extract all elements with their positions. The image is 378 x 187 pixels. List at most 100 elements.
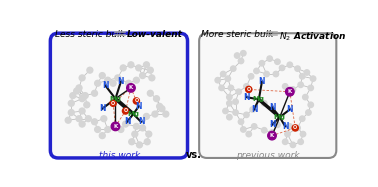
Circle shape (251, 124, 257, 129)
Circle shape (264, 71, 269, 77)
Circle shape (269, 130, 275, 135)
Circle shape (287, 124, 293, 129)
Circle shape (147, 90, 153, 96)
Circle shape (238, 58, 244, 64)
Circle shape (122, 108, 129, 114)
Circle shape (76, 116, 82, 122)
Circle shape (256, 97, 262, 102)
Circle shape (299, 74, 305, 79)
Circle shape (132, 131, 138, 137)
Circle shape (70, 93, 76, 99)
Circle shape (310, 76, 316, 81)
Circle shape (241, 50, 246, 56)
Circle shape (287, 62, 293, 68)
Circle shape (120, 65, 126, 71)
Circle shape (79, 121, 85, 127)
Text: vs.: vs. (186, 149, 201, 160)
Text: Less steric bulk: Less steric bulk (55, 30, 125, 39)
Text: N: N (102, 81, 108, 90)
Text: N: N (243, 93, 250, 102)
Text: N: N (124, 117, 130, 126)
Circle shape (136, 65, 142, 71)
Circle shape (238, 119, 244, 125)
Circle shape (105, 77, 111, 83)
Text: O: O (124, 108, 128, 114)
Circle shape (227, 94, 232, 100)
Text: Mg: Mg (274, 114, 286, 120)
Circle shape (139, 125, 146, 131)
Circle shape (300, 131, 306, 137)
FancyBboxPatch shape (50, 33, 187, 158)
Circle shape (268, 131, 276, 140)
Circle shape (85, 116, 91, 122)
Circle shape (304, 70, 310, 75)
Text: previous work: previous work (236, 151, 300, 160)
Text: N: N (259, 77, 265, 86)
Circle shape (285, 88, 294, 96)
Text: N: N (282, 122, 288, 131)
Circle shape (308, 102, 313, 108)
Circle shape (127, 84, 135, 92)
Circle shape (153, 96, 160, 102)
Text: N: N (135, 102, 142, 111)
Circle shape (133, 98, 139, 104)
Circle shape (298, 82, 304, 88)
Circle shape (110, 100, 116, 106)
Circle shape (144, 139, 150, 145)
Circle shape (275, 122, 280, 128)
Circle shape (156, 103, 163, 109)
Circle shape (244, 112, 249, 118)
Circle shape (152, 111, 158, 117)
Circle shape (233, 99, 238, 105)
Circle shape (299, 116, 305, 121)
Text: Mg: Mg (127, 111, 139, 117)
Circle shape (128, 62, 134, 68)
Text: $N_2$ Activation: $N_2$ Activation (279, 30, 346, 43)
Text: K: K (270, 133, 274, 138)
Circle shape (308, 85, 313, 91)
Circle shape (236, 89, 242, 94)
Circle shape (82, 93, 88, 99)
Circle shape (273, 71, 279, 77)
Text: K: K (288, 89, 292, 94)
Circle shape (215, 77, 220, 83)
Circle shape (223, 108, 228, 114)
Circle shape (234, 53, 240, 58)
Circle shape (225, 76, 231, 81)
Circle shape (129, 139, 135, 145)
Text: O: O (293, 125, 297, 130)
Circle shape (111, 122, 120, 131)
Circle shape (241, 127, 246, 132)
Circle shape (101, 116, 107, 122)
Circle shape (279, 65, 285, 70)
Circle shape (65, 117, 71, 123)
Circle shape (68, 100, 74, 106)
Text: N: N (269, 120, 275, 129)
Circle shape (139, 73, 146, 79)
Circle shape (282, 139, 288, 145)
Circle shape (87, 67, 93, 73)
Circle shape (227, 114, 232, 120)
Circle shape (275, 59, 280, 64)
Text: N: N (269, 103, 275, 112)
Circle shape (282, 84, 288, 89)
Circle shape (262, 101, 267, 106)
Circle shape (146, 131, 152, 137)
Circle shape (74, 88, 80, 94)
Circle shape (94, 80, 101, 86)
Circle shape (125, 80, 132, 86)
Circle shape (133, 123, 139, 129)
Circle shape (231, 66, 236, 71)
Circle shape (91, 90, 98, 96)
Circle shape (303, 94, 308, 100)
Circle shape (122, 121, 129, 127)
Text: N: N (138, 117, 144, 126)
Circle shape (159, 106, 165, 112)
Circle shape (233, 110, 238, 115)
Circle shape (79, 75, 85, 81)
Text: N: N (287, 105, 293, 114)
Text: this work: this work (99, 151, 140, 160)
Circle shape (267, 56, 273, 61)
Circle shape (250, 107, 255, 112)
Circle shape (99, 73, 105, 79)
